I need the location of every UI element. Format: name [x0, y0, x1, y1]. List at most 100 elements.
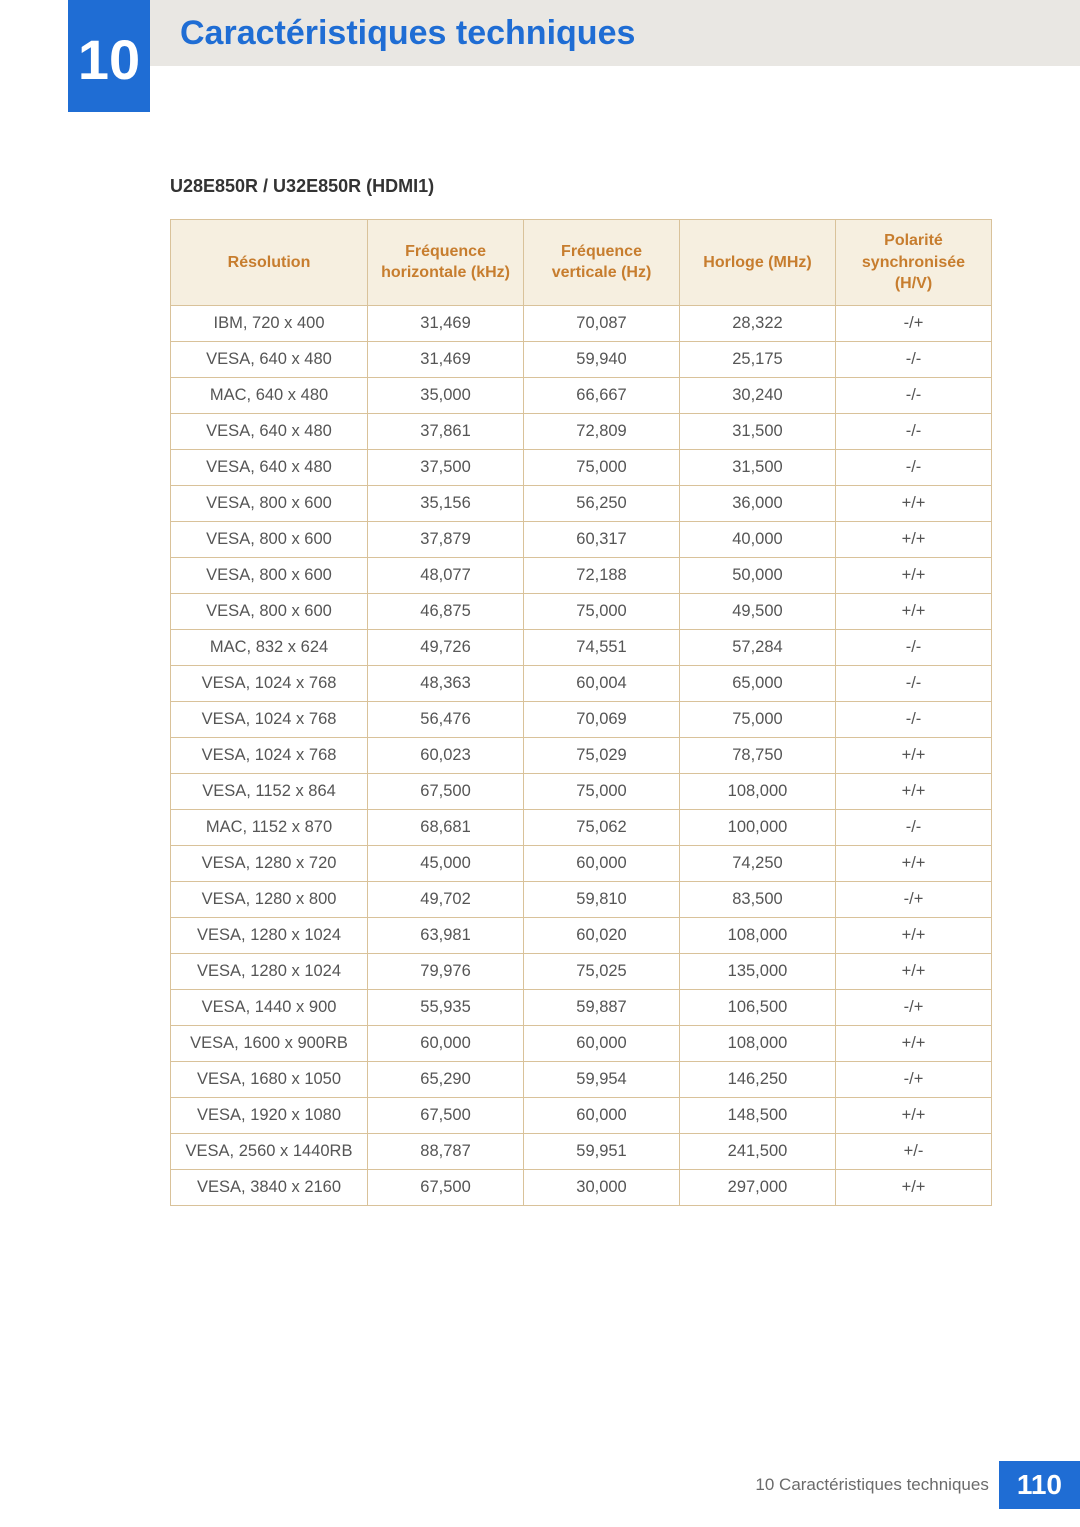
table-cell: +/+ — [835, 953, 991, 989]
table-cell: 36,000 — [680, 485, 836, 521]
table-cell: 60,000 — [524, 1097, 680, 1133]
table-cell: VESA, 1024 x 768 — [171, 737, 368, 773]
table-cell: +/+ — [835, 1097, 991, 1133]
table-cell: VESA, 1024 x 768 — [171, 665, 368, 701]
table-cell: VESA, 1440 x 900 — [171, 989, 368, 1025]
table-cell: VESA, 800 x 600 — [171, 485, 368, 521]
table-cell: VESA, 640 x 480 — [171, 341, 368, 377]
table-cell: 297,000 — [680, 1169, 836, 1205]
table-cell: VESA, 2560 x 1440RB — [171, 1133, 368, 1169]
table-cell: -/- — [835, 665, 991, 701]
table-cell: 70,069 — [524, 701, 680, 737]
table-row: VESA, 3840 x 216067,50030,000297,000+/+ — [171, 1169, 992, 1205]
table-cell: VESA, 1600 x 900RB — [171, 1025, 368, 1061]
table-cell: 31,469 — [368, 341, 524, 377]
table-cell: 60,000 — [368, 1025, 524, 1061]
table-cell: 241,500 — [680, 1133, 836, 1169]
table-cell: 59,940 — [524, 341, 680, 377]
table-cell: 28,322 — [680, 305, 836, 341]
table-caption: U28E850R / U32E850R (HDMI1) — [170, 176, 992, 197]
table-cell: 75,000 — [524, 449, 680, 485]
table-cell: 57,284 — [680, 629, 836, 665]
spec-table-head: Résolution Fréquence horizontale (kHz) F… — [171, 220, 992, 306]
table-cell: 75,029 — [524, 737, 680, 773]
table-cell: VESA, 640 x 480 — [171, 449, 368, 485]
table-cell: 25,175 — [680, 341, 836, 377]
table-cell: 108,000 — [680, 917, 836, 953]
table-cell: 88,787 — [368, 1133, 524, 1169]
table-cell: 75,000 — [524, 593, 680, 629]
table-cell: 68,681 — [368, 809, 524, 845]
table-cell: 59,954 — [524, 1061, 680, 1097]
table-cell: 146,250 — [680, 1061, 836, 1097]
table-cell: 148,500 — [680, 1097, 836, 1133]
table-cell: 108,000 — [680, 1025, 836, 1061]
table-cell: 55,935 — [368, 989, 524, 1025]
th-freq-vertical: Fréquence verticale (Hz) — [524, 220, 680, 306]
table-cell: 74,551 — [524, 629, 680, 665]
table-cell: 60,317 — [524, 521, 680, 557]
table-cell: 75,062 — [524, 809, 680, 845]
table-cell: VESA, 1280 x 800 — [171, 881, 368, 917]
table-cell: MAC, 640 x 480 — [171, 377, 368, 413]
table-cell: 60,023 — [368, 737, 524, 773]
page-footer: 10 Caractéristiques techniques 110 — [755, 1461, 1080, 1509]
table-cell: VESA, 1680 x 1050 — [171, 1061, 368, 1097]
table-row: VESA, 1280 x 102479,97675,025135,000+/+ — [171, 953, 992, 989]
th-clock: Horloge (MHz) — [680, 220, 836, 306]
table-cell: 50,000 — [680, 557, 836, 593]
table-row: VESA, 1024 x 76848,36360,00465,000-/- — [171, 665, 992, 701]
table-cell: 48,077 — [368, 557, 524, 593]
table-cell: 67,500 — [368, 1169, 524, 1205]
table-cell: 49,500 — [680, 593, 836, 629]
table-cell: -/+ — [835, 989, 991, 1025]
table-cell: VESA, 1280 x 720 — [171, 845, 368, 881]
table-cell: 60,000 — [524, 1025, 680, 1061]
footer-page-number: 110 — [999, 1461, 1080, 1509]
table-cell: 135,000 — [680, 953, 836, 989]
th-resolution: Résolution — [171, 220, 368, 306]
table-row: VESA, 1600 x 900RB60,00060,000108,000+/+ — [171, 1025, 992, 1061]
table-row: VESA, 1152 x 86467,50075,000108,000+/+ — [171, 773, 992, 809]
table-cell: +/+ — [835, 521, 991, 557]
table-cell: +/+ — [835, 917, 991, 953]
table-row: VESA, 640 x 48037,86172,80931,500-/- — [171, 413, 992, 449]
table-cell: 60,004 — [524, 665, 680, 701]
th-freq-horizontal: Fréquence horizontale (kHz) — [368, 220, 524, 306]
table-cell: 31,500 — [680, 449, 836, 485]
table-cell: 56,250 — [524, 485, 680, 521]
table-cell: MAC, 832 x 624 — [171, 629, 368, 665]
table-cell: VESA, 1024 x 768 — [171, 701, 368, 737]
table-cell: VESA, 640 x 480 — [171, 413, 368, 449]
table-cell: VESA, 3840 x 2160 — [171, 1169, 368, 1205]
table-cell: 37,500 — [368, 449, 524, 485]
table-cell: MAC, 1152 x 870 — [171, 809, 368, 845]
table-row: VESA, 800 x 60035,15656,25036,000+/+ — [171, 485, 992, 521]
table-cell: +/+ — [835, 593, 991, 629]
table-cell: 48,363 — [368, 665, 524, 701]
table-row: VESA, 1440 x 90055,93559,887106,500-/+ — [171, 989, 992, 1025]
top-banner: Caractéristiques techniques — [150, 0, 1080, 66]
spec-table: Résolution Fréquence horizontale (kHz) F… — [170, 219, 992, 1206]
table-cell: -/- — [835, 413, 991, 449]
table-cell: 60,000 — [524, 845, 680, 881]
table-cell: 106,500 — [680, 989, 836, 1025]
table-row: IBM, 720 x 40031,46970,08728,322-/+ — [171, 305, 992, 341]
table-cell: -/- — [835, 449, 991, 485]
table-cell: 67,500 — [368, 1097, 524, 1133]
table-cell: 83,500 — [680, 881, 836, 917]
table-cell: +/- — [835, 1133, 991, 1169]
table-cell: +/+ — [835, 1025, 991, 1061]
table-cell: 49,726 — [368, 629, 524, 665]
table-cell: +/+ — [835, 485, 991, 521]
table-cell: +/+ — [835, 737, 991, 773]
table-cell: 79,976 — [368, 953, 524, 989]
table-cell: 63,981 — [368, 917, 524, 953]
table-row: VESA, 1680 x 105065,29059,954146,250-/+ — [171, 1061, 992, 1097]
page-title: Caractéristiques techniques — [180, 14, 635, 53]
table-cell: 74,250 — [680, 845, 836, 881]
table-cell: VESA, 1280 x 1024 — [171, 917, 368, 953]
table-cell: -/+ — [835, 1061, 991, 1097]
table-cell: 35,156 — [368, 485, 524, 521]
table-row: MAC, 640 x 48035,00066,66730,240-/- — [171, 377, 992, 413]
